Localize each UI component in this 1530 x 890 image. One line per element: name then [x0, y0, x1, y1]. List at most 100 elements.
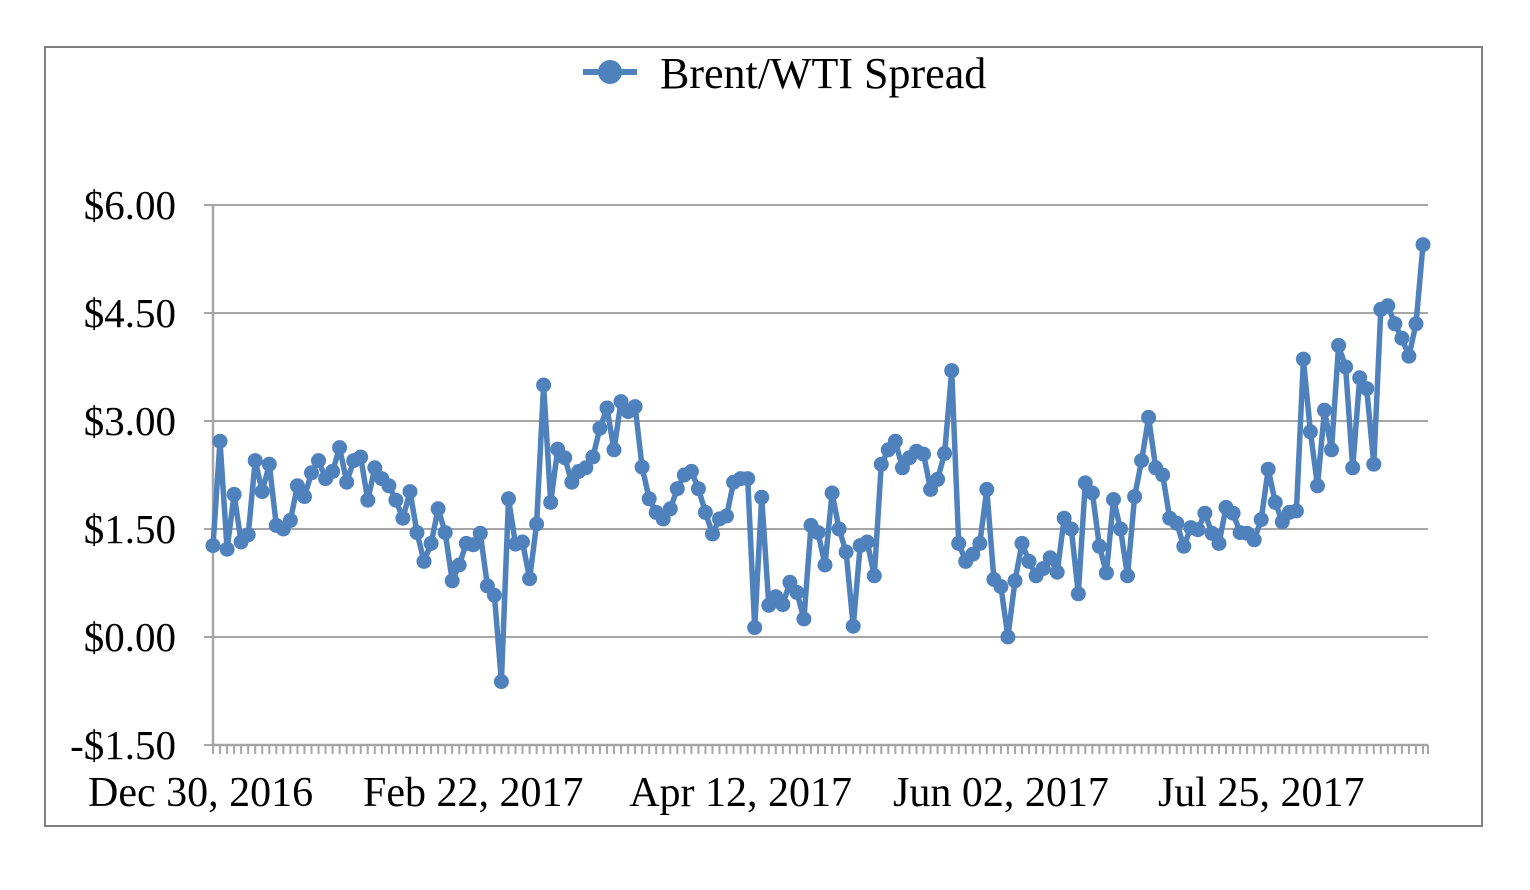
data-point-marker: [311, 453, 326, 469]
data-point-marker: [325, 463, 341, 479]
data-point-marker: [1056, 510, 1072, 526]
data-point-marker: [1317, 402, 1332, 418]
series-brent-wti-spread: [205, 237, 1431, 690]
data-point-marker: [810, 525, 826, 541]
data-point-marker: [226, 486, 242, 502]
data-point-marker: [515, 534, 530, 550]
data-point-marker: [1324, 442, 1339, 458]
data-point-marker: [1394, 330, 1410, 346]
data-point-marker: [339, 474, 355, 490]
data-point-marker: [444, 573, 460, 589]
data-point-marker: [219, 541, 235, 557]
data-point-marker: [1225, 505, 1241, 521]
data-point-marker: [388, 492, 404, 508]
data-point-marker: [585, 449, 601, 465]
y-tick-label: $0.00: [84, 614, 176, 660]
data-point-marker: [1106, 492, 1121, 507]
data-point-marker: [599, 400, 615, 416]
data-point-marker: [866, 568, 882, 584]
data-point-marker: [1295, 351, 1311, 367]
data-point-marker: [873, 456, 889, 472]
data-point-marker: [578, 460, 594, 476]
data-point-marker: [796, 611, 812, 627]
data-point-marker: [423, 535, 439, 551]
data-point-marker: [824, 485, 840, 501]
data-point-marker: [1352, 370, 1368, 386]
data-point-marker: [1288, 503, 1304, 519]
data-point-marker: [254, 484, 270, 500]
data-point-marker: [1260, 461, 1276, 477]
data-point-marker: [212, 433, 228, 449]
y-axis-labels: $6.00 $4.50 $3.00 $1.50 $0.00 -$1.50: [70, 182, 176, 768]
data-point-marker: [1380, 298, 1396, 314]
data-point-marker: [838, 544, 854, 560]
data-point-marker: [360, 492, 376, 508]
data-point-marker: [887, 433, 903, 449]
data-point-marker: [634, 459, 650, 475]
data-point-marker: [789, 584, 805, 600]
data-point-marker: [529, 516, 545, 532]
data-point-marker: [1155, 467, 1171, 483]
data-point-marker: [606, 442, 622, 458]
axes: [204, 204, 1429, 754]
data-point-marker: [930, 471, 946, 487]
data-point-marker: [1035, 561, 1051, 577]
data-point-marker: [669, 481, 685, 497]
data-point-marker: [472, 525, 488, 541]
data-point-marker: [740, 471, 756, 487]
x-tick-label: Feb 22, 2017: [363, 770, 584, 816]
y-tick-label: $6.00: [84, 182, 176, 228]
data-point-marker: [1042, 550, 1058, 566]
x-tick-label: Jun 02, 2017: [893, 770, 1109, 816]
data-point-marker: [831, 521, 847, 537]
data-point-marker: [1331, 337, 1347, 353]
data-point-marker: [747, 620, 763, 636]
data-point-marker: [261, 456, 277, 472]
data-point-marker: [662, 501, 678, 517]
data-point-marker: [1253, 512, 1269, 528]
data-point-marker: [451, 557, 467, 573]
data-point-marker: [719, 508, 734, 524]
data-point-marker: [1134, 453, 1150, 469]
data-point-marker: [1246, 532, 1262, 548]
data-point-marker: [564, 474, 580, 490]
data-point-marker: [395, 510, 411, 526]
data-point-marker: [304, 465, 319, 481]
data-point-marker: [1000, 629, 1016, 645]
data-point-marker: [1113, 521, 1128, 537]
data-point-marker: [416, 553, 432, 569]
data-point-marker: [381, 478, 397, 494]
data-point-marker: [522, 571, 538, 587]
data-point-marker: [641, 491, 657, 507]
data-point-marker: [247, 453, 263, 469]
data-point-marker: [592, 420, 608, 436]
data-point-marker: [1120, 568, 1135, 584]
data-point-marker: [979, 481, 995, 497]
y-tick-label: -$1.50: [70, 722, 176, 768]
data-point-marker: [465, 537, 481, 553]
data-point-marker: [1345, 460, 1361, 476]
data-point-marker: [1197, 505, 1213, 521]
data-point-marker: [367, 460, 383, 476]
data-point-marker: [1190, 522, 1206, 538]
data-point-marker: [557, 450, 573, 466]
data-point-marker: [951, 535, 967, 551]
data-point-marker: [240, 527, 256, 543]
data-point-marker: [1007, 573, 1023, 589]
legend-circle-marker-icon: [598, 60, 622, 84]
data-point-marker: [1359, 381, 1375, 397]
data-point-marker: [1014, 535, 1030, 551]
data-point-marker: [690, 481, 706, 497]
data-point-marker: [1387, 316, 1403, 332]
data-point-marker: [705, 526, 720, 542]
data-point-marker: [486, 587, 502, 603]
data-point-marker: [289, 478, 305, 494]
data-point-marker: [430, 501, 446, 517]
data-point-marker: [1338, 359, 1354, 375]
data-point-marker: [944, 363, 960, 379]
data-point-marker: [1169, 515, 1185, 531]
data-point-marker: [1401, 348, 1417, 364]
data-point-marker: [775, 597, 791, 613]
